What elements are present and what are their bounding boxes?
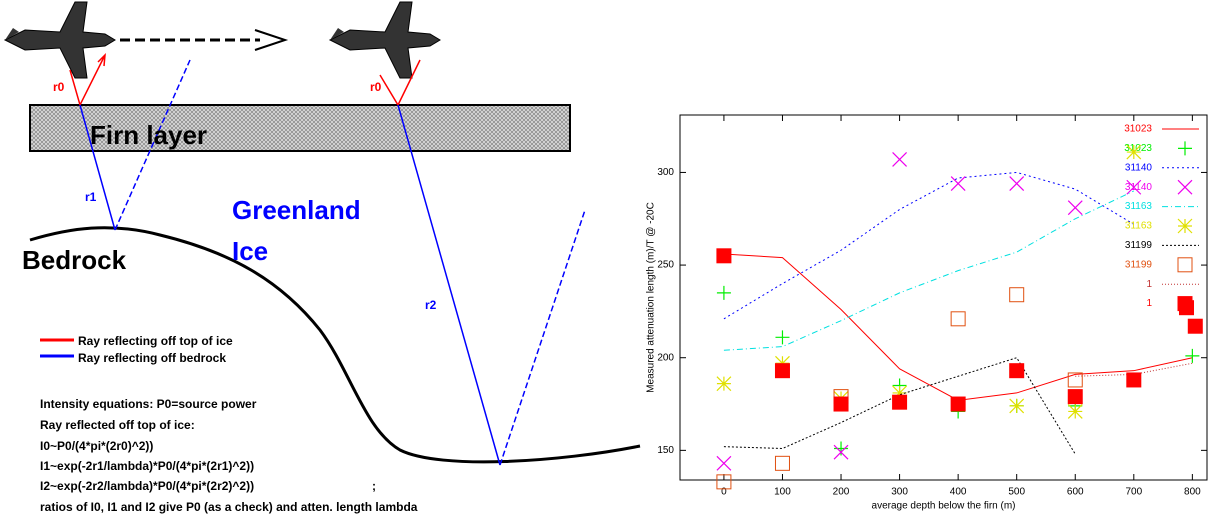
ray-bed <box>397 104 501 466</box>
chart: 0 100 200 300 400 500 600 700 800 150 200 250 300 ave… <box>646 114 1208 512</box>
y-tick-label: 200 <box>657 352 674 363</box>
data-point <box>950 396 966 412</box>
x-tick-label: 300 <box>891 487 908 498</box>
data-point <box>774 363 790 379</box>
diagram: Firn layer Greenland Ice Bedrock r0 r0 r… <box>4 1 641 514</box>
bedrock-label: Bedrock <box>22 245 127 275</box>
data-line <box>723 253 1193 401</box>
y-tick-label: 250 <box>657 260 674 271</box>
legend-label: 31199 <box>1125 259 1153 270</box>
ray-label: r0 <box>53 80 65 94</box>
data-point <box>1009 287 1025 303</box>
data-point <box>716 248 732 264</box>
flight-arrow-head <box>254 29 289 51</box>
legend-label: 31163 <box>1125 221 1153 232</box>
legend-key <box>1177 179 1193 195</box>
ray-label: r0 <box>370 80 382 94</box>
data-point <box>1009 176 1025 191</box>
data-point <box>1009 398 1025 414</box>
x-tick-label: 400 <box>950 487 967 498</box>
firn-layer <box>29 104 571 152</box>
equation: Ray reflected off top of ice: <box>40 418 195 432</box>
data-point <box>892 385 908 401</box>
equation: I0~P0/(4*pi*(2r0)^2)) <box>40 439 153 453</box>
bedrock-line <box>29 226 641 464</box>
legend-label: 1 <box>1146 298 1152 309</box>
legend-label: Ray reflecting off top of ice <box>78 334 233 348</box>
legend-label: 31163 <box>1125 201 1153 212</box>
equation: Intensity equations: P0=source power <box>40 397 257 411</box>
legend-label: 1 <box>1146 279 1152 290</box>
data-point <box>1126 179 1142 195</box>
ray-bed-return <box>499 209 586 466</box>
ray-bed <box>79 104 116 231</box>
data-point <box>833 444 849 460</box>
plot-frame <box>679 114 1208 481</box>
data-point <box>892 152 908 167</box>
data-point <box>1185 348 1200 363</box>
data-point <box>1067 389 1083 405</box>
legend-label: 31023 <box>1124 143 1152 154</box>
legend-key <box>1177 296 1193 312</box>
x-axis-label: average depth below the firn (m) <box>872 501 1016 512</box>
data-point <box>1067 200 1083 216</box>
data-point <box>1067 372 1083 388</box>
legend-key <box>1177 218 1193 234</box>
plane-icon <box>329 1 441 79</box>
legend-label: Ray reflecting off bedrock <box>78 351 226 365</box>
x-tick-label: 100 <box>774 487 791 498</box>
stray-mark: ; <box>372 479 376 493</box>
legend-label: 31023 <box>1124 124 1152 135</box>
data-line <box>723 190 1135 351</box>
data-point <box>834 441 849 456</box>
y-tick-label: 300 <box>657 167 674 178</box>
equation: I1~exp(-2r1/lambda)*P0/(4*pi*(2r1)^2)) <box>40 459 254 473</box>
x-tick-label: 700 <box>1125 487 1142 498</box>
equation: ratios of I0, I1 and I2 give P0 (as a ch… <box>40 500 418 514</box>
x-tick-label: 600 <box>1067 487 1084 498</box>
firn-label: Firn layer <box>90 120 207 150</box>
legend-label: 31140 <box>1125 182 1153 193</box>
data-point <box>1187 318 1203 334</box>
legend-label: 31199 <box>1125 240 1153 251</box>
data-point <box>892 394 908 410</box>
data-point <box>1009 363 1025 379</box>
x-tick-label: 800 <box>1184 487 1201 498</box>
x-tick-label: 0 <box>721 487 727 498</box>
y-tick-label: 150 <box>657 445 674 456</box>
ice-label: Greenland <box>232 195 361 225</box>
data-point <box>950 311 966 327</box>
ray-bed-return <box>114 59 191 231</box>
equation: I2~exp(-2r2/lambda)*P0/(4*pi*(2r2)^2)) <box>40 479 254 493</box>
legend-key <box>1177 257 1193 273</box>
y-axis-label: Measured attenuation length (m)/T @ -20C <box>646 202 657 393</box>
ice-label: Ice <box>232 236 268 266</box>
data-point <box>716 285 731 300</box>
data-point <box>950 176 966 191</box>
data-point <box>775 330 790 345</box>
ray-label: r2 <box>425 298 437 312</box>
data-point <box>716 455 732 471</box>
data-line <box>723 171 1135 320</box>
x-tick-label: 200 <box>833 487 850 498</box>
legend-label: 31140 <box>1125 162 1153 173</box>
data-point <box>1126 144 1142 160</box>
data-point <box>833 396 849 412</box>
data-point <box>716 474 732 490</box>
legend-key <box>1178 141 1192 156</box>
ray-label: r1 <box>85 190 97 204</box>
data-point <box>716 376 732 392</box>
x-tick-label: 500 <box>1008 487 1025 498</box>
data-point <box>1126 372 1142 388</box>
data-point <box>774 455 790 471</box>
data-point <box>1067 404 1083 419</box>
